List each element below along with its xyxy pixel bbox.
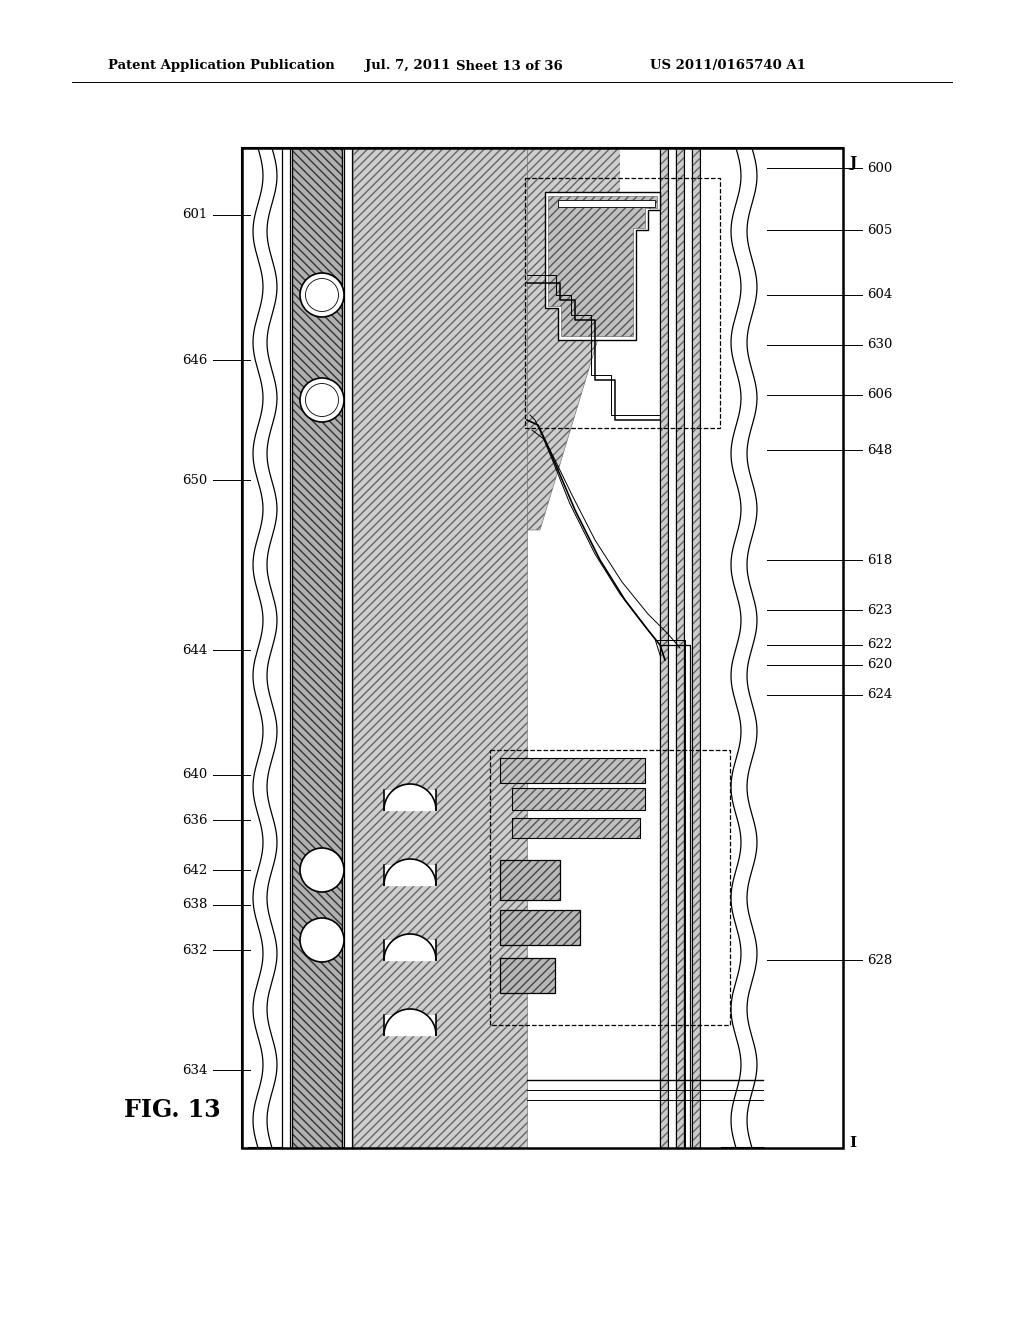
Bar <box>525 178 720 428</box>
Bar <box>500 861 560 900</box>
Bar <box>676 148 684 1148</box>
Bar <box>512 818 640 838</box>
Polygon shape <box>527 148 656 531</box>
Text: 606: 606 <box>867 388 893 401</box>
Bar <box>620 148 721 1148</box>
Bar <box>384 865 436 884</box>
Bar <box>764 148 843 1148</box>
Bar <box>282 148 290 1148</box>
Bar <box>490 750 730 1026</box>
Bar <box>500 958 555 993</box>
Text: J: J <box>849 156 856 170</box>
Bar <box>292 148 342 1148</box>
Bar <box>500 958 555 993</box>
Text: 618: 618 <box>867 553 893 566</box>
Polygon shape <box>545 191 660 341</box>
Text: 622: 622 <box>867 639 893 652</box>
Bar <box>500 909 580 945</box>
Bar <box>692 148 700 1148</box>
Bar <box>384 940 436 960</box>
Bar <box>384 789 436 810</box>
Ellipse shape <box>300 273 344 317</box>
Ellipse shape <box>305 279 339 312</box>
Bar <box>242 148 843 1148</box>
Ellipse shape <box>300 917 344 962</box>
Text: 623: 623 <box>867 603 893 616</box>
Ellipse shape <box>300 847 344 892</box>
Text: 620: 620 <box>867 659 893 672</box>
Bar <box>500 861 560 900</box>
Text: 650: 650 <box>182 474 208 487</box>
Bar <box>660 148 668 1148</box>
Text: 624: 624 <box>867 689 893 701</box>
Text: 648: 648 <box>867 444 893 457</box>
Text: 604: 604 <box>867 289 893 301</box>
Bar <box>242 148 248 1148</box>
Bar <box>353 148 527 1148</box>
Ellipse shape <box>305 384 339 417</box>
Text: Jul. 7, 2011: Jul. 7, 2011 <box>365 59 451 73</box>
Text: I: I <box>849 1137 856 1150</box>
Text: 636: 636 <box>182 813 208 826</box>
Text: 630: 630 <box>867 338 893 351</box>
Text: 601: 601 <box>182 209 208 222</box>
Text: 600: 600 <box>867 161 893 174</box>
Text: Sheet 13 of 36: Sheet 13 of 36 <box>456 59 563 73</box>
Bar <box>527 148 721 1148</box>
Text: 634: 634 <box>182 1064 208 1077</box>
Text: 638: 638 <box>182 899 208 912</box>
Text: US 2011/0165740 A1: US 2011/0165740 A1 <box>650 59 806 73</box>
Bar <box>500 758 645 783</box>
Polygon shape <box>548 195 657 337</box>
Bar <box>242 148 843 1148</box>
Text: 646: 646 <box>182 354 208 367</box>
Bar <box>512 818 640 838</box>
Text: FIG. 13: FIG. 13 <box>124 1098 220 1122</box>
Bar <box>512 788 645 810</box>
Ellipse shape <box>300 378 344 422</box>
Text: 632: 632 <box>182 944 208 957</box>
Text: 640: 640 <box>182 768 208 781</box>
Text: 642: 642 <box>182 863 208 876</box>
Text: 605: 605 <box>867 223 893 236</box>
Bar <box>512 788 645 810</box>
Text: 628: 628 <box>867 953 893 966</box>
Bar <box>500 758 645 783</box>
Bar <box>344 148 352 1148</box>
Text: Patent Application Publication: Patent Application Publication <box>108 59 335 73</box>
Polygon shape <box>558 201 655 207</box>
Bar <box>500 909 580 945</box>
Text: 644: 644 <box>182 644 208 656</box>
Bar <box>384 1015 436 1035</box>
